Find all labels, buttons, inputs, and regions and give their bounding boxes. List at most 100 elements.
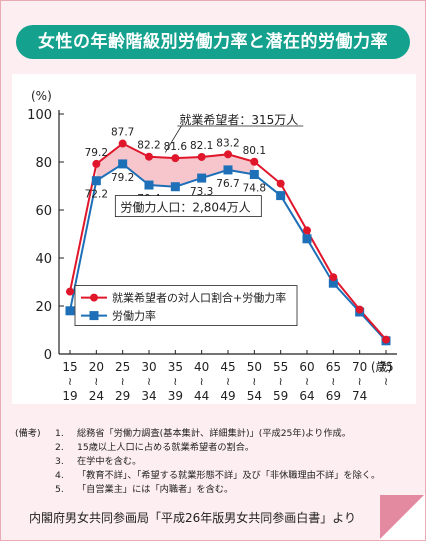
x-tick-label: 19 bbox=[62, 389, 77, 403]
data-label: 82.1 bbox=[190, 140, 213, 152]
note-number: 2. bbox=[55, 442, 64, 453]
data-label: 80.1 bbox=[243, 145, 266, 157]
annotation-text: 就業希望者：315万人 bbox=[179, 112, 298, 127]
x-tick-sep: ≀ bbox=[200, 375, 204, 388]
data-label: 79.2 bbox=[111, 172, 134, 184]
note-row: 5. 「自営業主」には「内職者」を含む。 bbox=[15, 483, 419, 497]
series-point bbox=[224, 150, 232, 159]
series-point bbox=[197, 173, 207, 183]
x-tick-label: 24 bbox=[89, 389, 104, 403]
x-tick-sep: ≀ bbox=[147, 375, 151, 388]
legend-label: 労働力率 bbox=[112, 309, 156, 323]
x-tick-sep: ≀ bbox=[68, 375, 72, 388]
note-number: 5. bbox=[55, 484, 64, 495]
series-point bbox=[328, 278, 338, 288]
series-point bbox=[355, 305, 364, 314]
series-point bbox=[92, 159, 101, 168]
data-label: 82.2 bbox=[137, 140, 160, 152]
x-tick-label: 35 bbox=[168, 360, 183, 374]
series-point bbox=[276, 191, 286, 201]
x-tick-sep: ≀ bbox=[226, 375, 230, 388]
x-tick-sep: ≀ bbox=[94, 375, 98, 388]
legend-label: 就業希望者の対人口割合+労働力率 bbox=[112, 291, 286, 305]
x-tick-label: 60 bbox=[299, 360, 314, 374]
x-tick-label: 30 bbox=[141, 360, 156, 374]
data-label: 74.8 bbox=[243, 182, 266, 194]
annotation-text: 労働力人口：2,804万人 bbox=[120, 201, 250, 215]
x-tick-label: 25 bbox=[115, 360, 130, 374]
legend-marker bbox=[89, 311, 99, 321]
x-tick-label: 45 bbox=[220, 360, 235, 374]
x-tick-label: 50 bbox=[247, 360, 262, 374]
note-text: 「自営業主」には「内職者」を含む。 bbox=[77, 484, 234, 495]
y-unit-label: (%) bbox=[31, 89, 52, 103]
line-chart: (%)02040608010015≀1920≀2425≀2930≀3435≀39… bbox=[27, 89, 397, 403]
y-tick-label: 80 bbox=[35, 156, 52, 171]
legend-box bbox=[74, 285, 298, 327]
x-tick-sep: ≀ bbox=[384, 375, 388, 388]
series-point bbox=[145, 152, 153, 161]
series-point bbox=[223, 165, 233, 175]
y-tick-label: 20 bbox=[35, 300, 52, 315]
x-tick-label: 44 bbox=[194, 389, 209, 403]
x-tick-sep: ≀ bbox=[305, 375, 309, 388]
chart-title: 女性の年齢階級別労働力率と潜在的労働力率 bbox=[16, 25, 410, 59]
note-text: 在学中を含む。 bbox=[77, 456, 142, 467]
x-tick-label: 65 bbox=[326, 360, 341, 374]
legend-marker bbox=[90, 293, 98, 302]
series-point bbox=[66, 287, 74, 296]
note-row: 3. 在学中を含む。 bbox=[15, 455, 419, 469]
data-label: 79.2 bbox=[85, 147, 108, 159]
x-tick-label: 15 bbox=[62, 360, 77, 374]
x-tick-label: 40 bbox=[194, 360, 209, 374]
series-point bbox=[170, 182, 180, 192]
x-tick-label: 49 bbox=[220, 389, 235, 403]
x-tick-sep: ≀ bbox=[279, 375, 283, 388]
annotation-leader bbox=[164, 125, 182, 153]
x-tick-label: 75 bbox=[378, 360, 393, 374]
chart-panel: (%) 0 20 40 60 80 100 15 ≀ 19 20 ≀ 24 25 ≀ 29 30 ≀ 34 35 ≀ 39… bbox=[12, 74, 416, 404]
notes-head: (備考) bbox=[15, 428, 41, 439]
data-label: 83.2 bbox=[216, 137, 239, 149]
series-point bbox=[382, 335, 390, 344]
series-point bbox=[302, 234, 312, 244]
y-tick-label: 60 bbox=[35, 204, 52, 219]
series-point bbox=[329, 273, 338, 282]
note-row: (備考) 1. 総務省「労働力調査(基本集計、詳細集計)」(平成25年)より作成… bbox=[15, 427, 419, 441]
data-label: 73.3 bbox=[190, 186, 213, 198]
series-point bbox=[118, 159, 128, 169]
series-point bbox=[303, 226, 311, 235]
page-fold-flap bbox=[380, 495, 424, 539]
annotation-box bbox=[114, 195, 262, 217]
y-tick-label: 40 bbox=[35, 252, 52, 267]
series-point bbox=[276, 179, 285, 188]
series-point bbox=[249, 169, 259, 179]
series-point bbox=[144, 180, 154, 190]
note-text: 総務省「労働力調査(基本集計、詳細集計)」(平成25年)より作成。 bbox=[77, 428, 351, 439]
data-label: 81.6 bbox=[164, 141, 188, 153]
gap-band bbox=[96, 143, 255, 187]
x-tick-sep: ≀ bbox=[252, 375, 256, 388]
x-tick-sep: ≀ bbox=[331, 375, 335, 388]
x-tick-label: 20 bbox=[89, 360, 104, 374]
note-text: 「教育不詳」、「希望する就業形態不詳」及び「非休職理由不詳」を除く。 bbox=[77, 470, 381, 481]
x-tick-label: 70 bbox=[352, 360, 367, 374]
note-number: 4. bbox=[55, 470, 64, 481]
x-tick-label: 64 bbox=[299, 389, 314, 403]
note-number: 3. bbox=[55, 456, 64, 467]
x-tick-label: 29 bbox=[115, 389, 130, 403]
x-unit-label: (歳) bbox=[371, 360, 392, 374]
series-point bbox=[171, 154, 180, 163]
data-label: 76.7 bbox=[216, 178, 239, 190]
note-text: 15歳以上人口に占める就業希望者の割合。 bbox=[77, 442, 255, 453]
x-tick-label: 69 bbox=[326, 389, 341, 403]
x-tick-label: 34 bbox=[141, 389, 156, 403]
x-tick-label: 39 bbox=[168, 389, 183, 403]
series-point bbox=[91, 176, 101, 186]
y-tick-label: 0 bbox=[44, 348, 52, 363]
series-point bbox=[118, 139, 127, 148]
x-tick-label: 59 bbox=[273, 389, 288, 403]
data-label: 87.7 bbox=[111, 127, 134, 139]
series-point bbox=[197, 152, 206, 161]
